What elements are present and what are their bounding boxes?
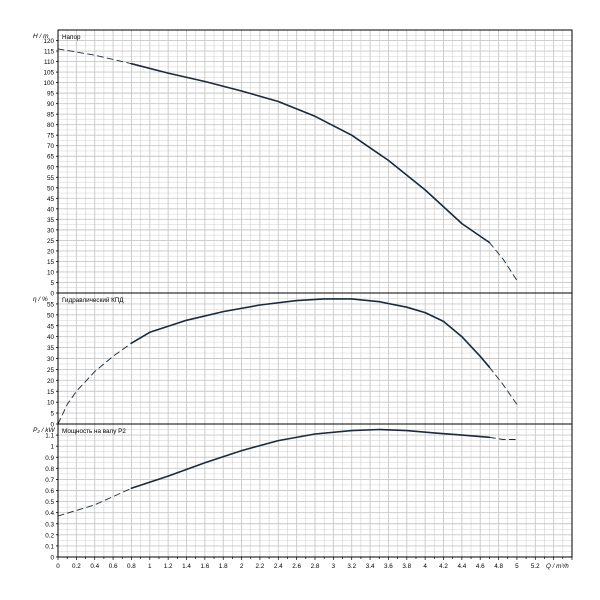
y-tick-label: 65 <box>47 154 55 161</box>
y-tick-label: 0.5 <box>45 499 54 506</box>
y-tick-label: 50 <box>47 185 55 192</box>
y-axis-label: η / % <box>33 296 48 303</box>
x-tick-label: 2.6 <box>292 563 301 570</box>
y-tick-label: 35 <box>47 217 55 224</box>
x-tick-label: 0 <box>56 563 60 570</box>
x-tick-label: 2.8 <box>311 563 320 570</box>
x-tick-label: 3.6 <box>384 563 393 570</box>
y-tick-label: 10 <box>47 269 55 276</box>
y-tick-label: 10 <box>47 400 55 407</box>
y-tick-label: 0 <box>50 555 54 562</box>
curve-extrapolated <box>488 242 518 281</box>
y-tick-label: 85 <box>47 112 55 119</box>
y-tick-label: 0.2 <box>45 532 54 539</box>
y-tick-label: 50 <box>47 312 55 319</box>
curve-extrapolated <box>57 487 132 517</box>
y-tick-label: 15 <box>47 259 55 266</box>
y-tick-label: 0.9 <box>45 455 54 462</box>
x-tick-label: 3.2 <box>347 563 356 570</box>
x-tick-label: 4 <box>423 563 427 570</box>
x-tick-label: 0.8 <box>127 563 136 570</box>
y-axis-label: H / m <box>33 33 49 40</box>
curve-extrapolated <box>57 342 132 425</box>
x-tick-label: 4.2 <box>439 563 448 570</box>
y-tick-label: 1 <box>50 444 54 451</box>
x-tick-label: 3.4 <box>366 563 375 570</box>
curve-operating <box>130 428 491 490</box>
y-tick-label: 20 <box>47 248 55 255</box>
x-tick-label: 0.2 <box>72 563 81 570</box>
y-tick-label: 105 <box>43 70 54 77</box>
y-tick-label: 60 <box>47 164 55 171</box>
x-tick-label: 3.8 <box>402 563 411 570</box>
y-tick-label: 40 <box>47 334 55 341</box>
series-label: Напор <box>62 34 81 41</box>
x-axis-label: Q / m³/h <box>546 563 569 570</box>
y-tick-label: 0.6 <box>45 488 54 495</box>
y-tick-label: 20 <box>47 378 55 385</box>
y-tick-label: 75 <box>47 133 55 140</box>
x-tick-label: 1.2 <box>164 563 173 570</box>
y-tick-label: 120 <box>43 38 54 45</box>
curve-operating <box>130 62 491 244</box>
y-tick-label: 45 <box>47 196 55 203</box>
y-tick-label: 80 <box>47 122 55 129</box>
x-tick-label: 1 <box>148 563 152 570</box>
y-tick-label: 0.1 <box>45 543 54 550</box>
x-tick-label: 4.8 <box>494 563 503 570</box>
y-axis-label: P₂ / kW <box>33 427 55 434</box>
series-label: Мощность на валу P2 <box>62 428 126 435</box>
y-tick-label: 0.3 <box>45 521 54 528</box>
y-tick-label: 0 <box>50 422 54 429</box>
y-tick-label: 115 <box>44 49 55 56</box>
y-tick-label: 5 <box>50 411 54 418</box>
x-tick-label: 2 <box>240 563 244 570</box>
y-tick-label: 25 <box>47 367 55 374</box>
curve-extrapolated <box>488 436 518 440</box>
x-tick-label: 2.4 <box>274 563 283 570</box>
curve-extrapolated <box>57 48 132 65</box>
x-tick-label: 5 <box>515 563 519 570</box>
y-tick-label: 30 <box>47 356 55 363</box>
x-tick-label: 5.2 <box>531 563 540 570</box>
y-tick-label: 15 <box>47 389 55 396</box>
curve-extrapolated <box>488 366 518 405</box>
y-tick-label: 90 <box>47 101 55 108</box>
x-tick-label: 4.4 <box>457 563 466 570</box>
y-tick-label: 0 <box>50 291 54 298</box>
y-tick-label: 25 <box>47 238 55 245</box>
x-tick-label: 0.6 <box>109 563 118 570</box>
x-tick-label: 2.2 <box>256 563 265 570</box>
x-tick-label: 0.4 <box>90 563 99 570</box>
y-tick-label: 30 <box>47 227 55 234</box>
curve-operating <box>130 298 491 368</box>
x-tick-label: 4.6 <box>476 563 485 570</box>
y-tick-label: 55 <box>47 175 55 182</box>
y-tick-label: 110 <box>44 59 55 66</box>
y-tick-label: 0.7 <box>45 477 54 484</box>
x-tick-label: 1.8 <box>219 563 228 570</box>
x-tick-label: 1.4 <box>182 563 191 570</box>
y-tick-label: 35 <box>47 345 55 352</box>
x-tick-label: 3 <box>332 563 336 570</box>
y-tick-label: 5 <box>50 280 54 287</box>
y-tick-label: 100 <box>43 80 54 87</box>
y-tick-label: 95 <box>47 91 55 98</box>
x-tick-label: 1.6 <box>200 563 209 570</box>
series-label: Гидравлический КПД <box>62 296 124 304</box>
y-tick-label: 1.1 <box>45 433 54 440</box>
y-tick-label: 40 <box>47 206 55 213</box>
y-tick-label: 55 <box>47 301 55 308</box>
y-tick-label: 0.8 <box>45 466 54 473</box>
y-tick-label: 45 <box>47 323 55 330</box>
y-tick-label: 0.4 <box>45 510 54 517</box>
y-tick-label: 70 <box>47 143 55 150</box>
